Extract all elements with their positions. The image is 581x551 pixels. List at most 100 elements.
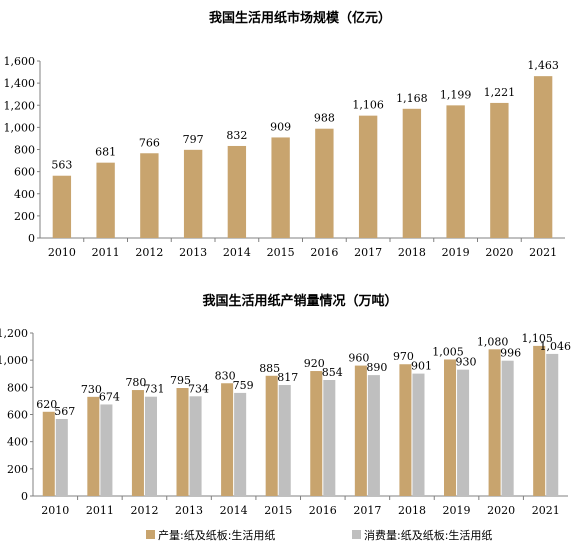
bar-consumption bbox=[323, 379, 336, 496]
x-tick-label: 2018 bbox=[398, 504, 426, 517]
y-tick-label: 1,000 bbox=[4, 121, 36, 134]
bar-production bbox=[87, 396, 100, 496]
x-tick-label: 2017 bbox=[353, 504, 381, 517]
legend-label-consumption: 消费量:纸及纸板:生活用纸 bbox=[364, 528, 492, 542]
bar-value-label: 766 bbox=[139, 136, 160, 149]
bar bbox=[183, 149, 203, 238]
chart2-title: 我国生活用纸产销量情况（万吨） bbox=[202, 293, 397, 309]
production-value-label: 1,080 bbox=[477, 335, 509, 348]
bar-production bbox=[399, 364, 412, 496]
bar-value-label: 909 bbox=[270, 120, 291, 133]
x-tick-label: 2011 bbox=[86, 504, 114, 517]
y-tick-label: 800 bbox=[14, 144, 35, 157]
y-tick-label: 200 bbox=[14, 210, 35, 223]
x-tick-label: 2012 bbox=[130, 504, 158, 517]
consumption-value-label: 734 bbox=[188, 382, 209, 395]
consumption-value-label: 731 bbox=[143, 383, 164, 396]
bar-production bbox=[533, 345, 546, 496]
production-value-label: 730 bbox=[81, 383, 102, 396]
x-tick-label: 2016 bbox=[310, 246, 338, 259]
production-value-label: 920 bbox=[304, 357, 325, 370]
chart1-plot: 0 200 400 600 800 1,000 1,200 1,400 1,600 2010 201… bbox=[4, 55, 565, 259]
production-value-label: 970 bbox=[393, 350, 414, 363]
y-tick-label: 1,600 bbox=[4, 55, 36, 68]
production-value-label: 620 bbox=[36, 398, 57, 411]
consumption-value-label: 901 bbox=[411, 360, 432, 373]
bar-production bbox=[221, 383, 234, 496]
bar-production bbox=[42, 411, 55, 496]
production-value-label: 1,005 bbox=[432, 345, 464, 358]
bar-consumption bbox=[501, 360, 514, 496]
consumption-value-label: 759 bbox=[233, 379, 254, 392]
x-tick-label: 2010 bbox=[41, 504, 69, 517]
bar bbox=[96, 162, 115, 238]
y-tick-label: 1,200 bbox=[0, 327, 28, 340]
bar-production bbox=[310, 371, 323, 496]
production-value-label: 780 bbox=[125, 376, 146, 389]
y-tick-label: 400 bbox=[7, 436, 28, 449]
bar-value-label: 832 bbox=[226, 129, 247, 142]
x-tick-label: 2015 bbox=[264, 504, 292, 517]
consumption-value-label: 854 bbox=[322, 366, 343, 379]
y-tick-label: 1,200 bbox=[4, 99, 36, 112]
x-tick-label: 2016 bbox=[309, 504, 337, 517]
bar-value-label: 1,463 bbox=[527, 59, 559, 72]
bar-value-label: 1,168 bbox=[396, 92, 428, 105]
bar-value-label: 1,106 bbox=[352, 99, 384, 112]
y-tick-label: 0 bbox=[21, 490, 28, 503]
bar-consumption bbox=[546, 353, 559, 496]
bar-consumption bbox=[234, 392, 247, 496]
production-value-label: 1,105 bbox=[521, 332, 553, 345]
x-tick-label: 2011 bbox=[92, 246, 120, 259]
y-tick-label: 800 bbox=[7, 381, 28, 394]
consumption-value-label: 567 bbox=[54, 405, 75, 418]
x-tick-label: 2018 bbox=[398, 246, 426, 259]
bar-value-label: 1,221 bbox=[484, 86, 516, 99]
bar bbox=[140, 153, 159, 238]
consumption-value-label: 890 bbox=[366, 361, 387, 374]
chart2-legend: 产量:纸及纸板:生活用纸 消费量:纸及纸板:生活用纸 bbox=[146, 528, 492, 542]
bar bbox=[315, 128, 334, 238]
consumption-value-label: 996 bbox=[500, 347, 521, 360]
bar-consumption bbox=[457, 369, 470, 496]
x-tick-label: 2019 bbox=[443, 504, 471, 517]
x-tick-label: 2015 bbox=[267, 246, 295, 259]
bar-consumption bbox=[278, 385, 291, 496]
production-value-label: 795 bbox=[170, 374, 191, 387]
production-value-label: 830 bbox=[215, 369, 236, 382]
bar bbox=[402, 108, 422, 238]
x-tick-label: 2021 bbox=[529, 246, 557, 259]
y-tick-label: 600 bbox=[14, 166, 35, 179]
x-tick-label: 2020 bbox=[485, 246, 513, 259]
y-tick-label: 200 bbox=[7, 463, 28, 476]
bar-production bbox=[176, 388, 189, 496]
bar-consumption bbox=[412, 373, 425, 496]
production-value-label: 960 bbox=[348, 352, 369, 365]
bar-production bbox=[265, 375, 278, 496]
x-tick-label: 2014 bbox=[220, 504, 248, 517]
x-tick-label: 2013 bbox=[175, 504, 203, 517]
x-tick-label: 2021 bbox=[532, 504, 560, 517]
bar-consumption bbox=[367, 375, 380, 496]
legend-swatch-consumption bbox=[352, 530, 361, 539]
bar bbox=[52, 175, 72, 238]
legend-label-production: 产量:纸及纸板:生活用纸 bbox=[158, 528, 275, 542]
bar-consumption bbox=[55, 418, 68, 496]
bar bbox=[490, 102, 509, 238]
bar-value-label: 563 bbox=[51, 159, 72, 172]
chart2-plot: 0 200 400 600 800 1,000 1,200 2010 2011 2012 2013 2… bbox=[0, 327, 571, 517]
bar bbox=[358, 115, 378, 238]
consumption-value-label: 817 bbox=[277, 371, 298, 384]
bar-value-label: 681 bbox=[95, 146, 116, 159]
chart1-title: 我国生活用纸市场规模（亿元） bbox=[209, 10, 391, 26]
y-tick-label: 1,000 bbox=[0, 354, 28, 367]
bar-consumption bbox=[189, 396, 202, 496]
bar bbox=[227, 145, 247, 238]
bar-production bbox=[354, 365, 367, 496]
consumption-value-label: 1,046 bbox=[539, 340, 571, 353]
x-tick-label: 2014 bbox=[223, 246, 251, 259]
consumption-value-label: 674 bbox=[99, 390, 120, 403]
bar bbox=[446, 105, 465, 238]
bar-production bbox=[131, 390, 144, 496]
x-tick-label: 2017 bbox=[354, 246, 382, 259]
